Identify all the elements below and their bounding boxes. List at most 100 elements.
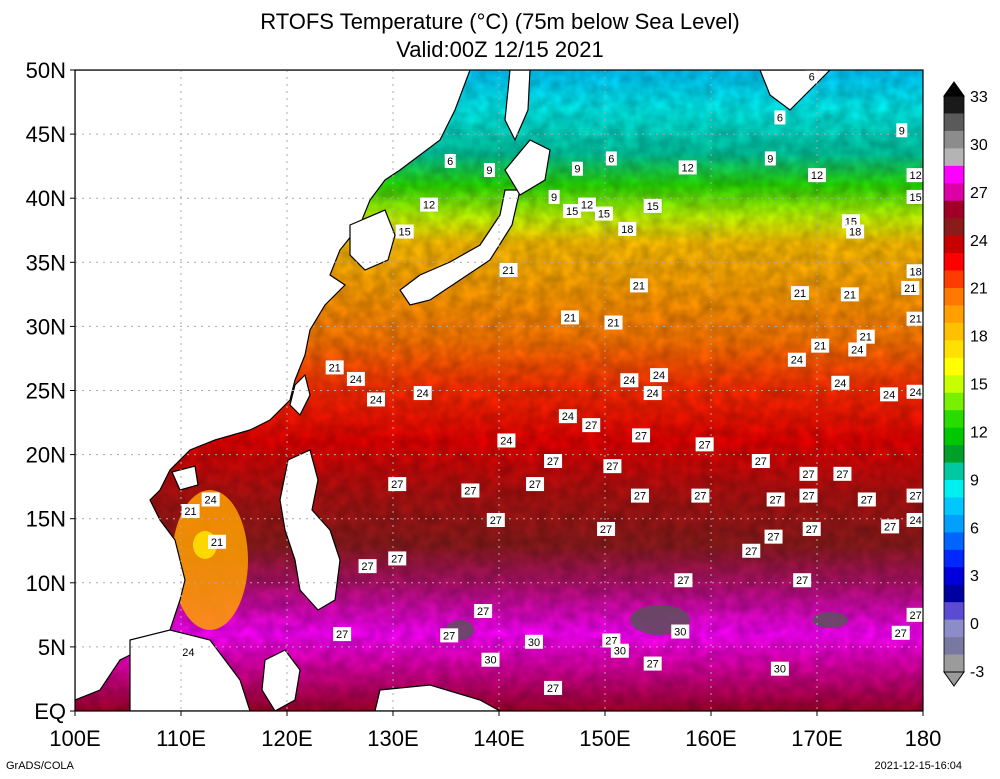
colorbar-label: 24 <box>970 233 988 250</box>
colorbar-swatch <box>944 357 964 376</box>
colorbar-swatch <box>944 235 964 254</box>
lat-tick-label: 15N <box>26 507 66 532</box>
generation-timestamp: 2021-12-15-16:04 <box>874 760 962 772</box>
colorbar-top-arrow <box>943 81 965 97</box>
contour-label: 30 <box>484 655 496 667</box>
contour-label-box <box>474 604 493 619</box>
contour-label-box <box>906 168 925 183</box>
contour-label-box <box>901 280 920 295</box>
contour-label: 30 <box>528 637 540 649</box>
contour-label: 24 <box>851 344 863 356</box>
colorbar-swatch <box>944 549 964 568</box>
contour-label: 21 <box>211 537 223 549</box>
contour-label-box <box>896 123 908 138</box>
contour-label: 24 <box>647 388 659 400</box>
colorbar-swatch <box>944 270 964 289</box>
contour-label-box <box>561 310 580 325</box>
contour-label-box <box>770 661 789 676</box>
contour-label-box <box>571 161 583 176</box>
colorbar-swatch <box>944 183 964 202</box>
contour-label-box <box>497 433 516 448</box>
contour-label: 27 <box>443 630 455 642</box>
colorbar-swatch <box>944 253 964 272</box>
colorbar-label: 0 <box>970 616 979 633</box>
contour-label: 6 <box>447 156 453 168</box>
contour-label-box <box>208 534 227 549</box>
contour-label-box <box>444 154 456 169</box>
contour-label-box <box>630 488 649 503</box>
lon-tick-label: 100E <box>49 726 100 751</box>
contour-label-box <box>833 466 852 481</box>
contour-label-box <box>880 387 899 402</box>
contour-label: 27 <box>770 494 782 506</box>
contour-label-box <box>413 386 432 401</box>
contour-label: 21 <box>564 312 576 324</box>
contour-label-box <box>840 287 859 302</box>
contour-label-box <box>751 454 770 469</box>
lon-tick-label: 120E <box>261 726 312 751</box>
contour-label: 18 <box>621 224 633 236</box>
contour-label: 6 <box>608 153 614 165</box>
contour-label: 27 <box>336 629 348 641</box>
contour-label: 12 <box>682 162 694 174</box>
contour-label-box <box>906 264 925 279</box>
contour-label: 15 <box>909 192 921 204</box>
contour-label: 27 <box>755 456 767 468</box>
lat-tick-label: 5N <box>38 635 66 660</box>
contour-label-box <box>483 162 495 177</box>
contour-label-box <box>544 680 563 695</box>
lat-tick-label: 20N <box>26 443 66 468</box>
contour-label: 27 <box>600 524 612 536</box>
colorbar-swatch <box>944 375 964 394</box>
contour-label-box <box>632 428 651 443</box>
contour-label-box <box>618 221 637 236</box>
contour-label: 12 <box>909 170 921 182</box>
contour-label-box <box>764 151 776 166</box>
contour-label-box <box>674 573 693 588</box>
contour-label: 30 <box>774 664 786 676</box>
contour-label-box <box>582 418 601 433</box>
contour-label: 27 <box>884 521 896 533</box>
contour-label-box <box>906 189 925 204</box>
contour-label: 27 <box>745 546 757 558</box>
contour-label: 27 <box>802 491 814 503</box>
contour-label-box <box>695 437 714 452</box>
contour-label: 15 <box>399 227 411 239</box>
colorbar-swatch <box>944 322 964 341</box>
colorbar-swatch <box>944 392 964 411</box>
contour-label: 9 <box>574 164 580 176</box>
contour-label-box <box>808 168 826 183</box>
contour-label: 27 <box>464 485 476 497</box>
colorbar-swatch <box>944 462 964 481</box>
colorbar-swatch <box>944 637 964 656</box>
contour-label: 27 <box>677 575 689 587</box>
contour-label: 12 <box>811 170 823 182</box>
contour-label: 21 <box>909 314 921 326</box>
contour-label: 24 <box>653 370 665 382</box>
contour-label-box <box>597 521 616 536</box>
colorbar-swatch <box>944 602 964 621</box>
contour-label-box <box>856 329 875 344</box>
map-valid-time: Valid:00Z 12/15 2021 <box>396 37 604 62</box>
contour-label: 27 <box>391 553 403 565</box>
contour-label-box <box>461 483 480 498</box>
colorbar-label: 12 <box>970 424 988 441</box>
contour-label-box <box>603 459 622 474</box>
contour-label-box <box>774 110 786 125</box>
colorbar-swatch <box>944 200 964 219</box>
contour-label-box <box>848 342 867 357</box>
contour-label: 27 <box>699 439 711 451</box>
contour-label-box <box>799 488 818 503</box>
contour-label-box <box>605 151 617 166</box>
contour-label: 9 <box>767 153 773 165</box>
contour-label-box <box>881 519 900 534</box>
contour-label-box <box>678 160 697 175</box>
contour-label-box <box>367 392 386 407</box>
contour-label: 15 <box>598 209 610 221</box>
contour-label: 27 <box>635 430 647 442</box>
lon-tick-label: 110E <box>156 726 206 751</box>
colorbar-swatch <box>944 567 964 586</box>
contour-label-box <box>764 529 783 544</box>
